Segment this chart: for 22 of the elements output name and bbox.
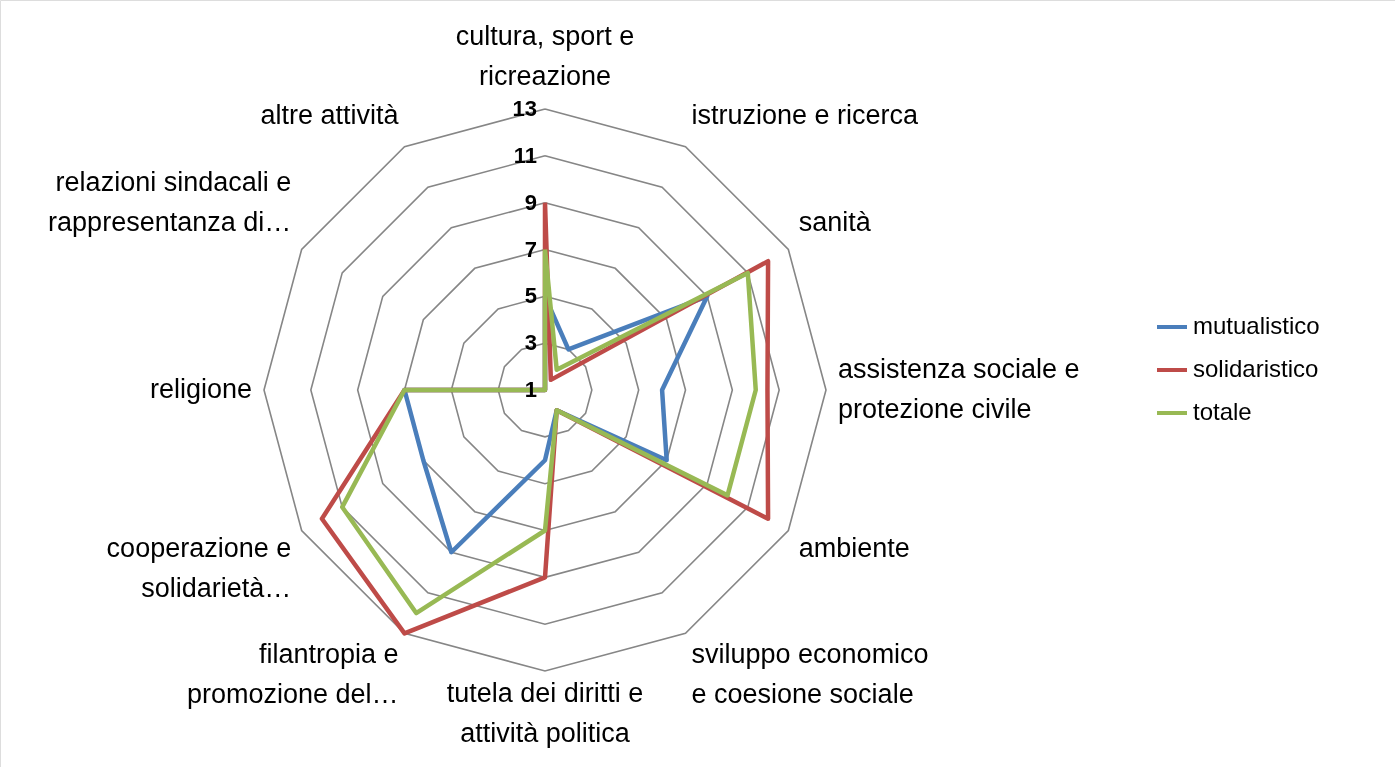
spoke-label: assistenza sociale e protezione civile <box>838 354 1080 424</box>
y-tick-label: 13 <box>512 96 537 121</box>
spoke-label: istruzione e ricerca <box>691 99 920 130</box>
spoke-label: tutela dei diritti e attività politica <box>446 678 644 748</box>
spoke-label: sviluppo economico e coesione sociale <box>691 639 929 710</box>
legend-label: totale <box>1193 398 1252 425</box>
y-tick-label: 7 <box>524 236 537 262</box>
y-tick-label: 3 <box>524 330 537 356</box>
spoke-label: ambiente <box>798 532 910 563</box>
y-tick-label: 5 <box>524 283 537 309</box>
legend-label: solidaristico <box>1193 355 1319 382</box>
legend-label: mutualistico <box>1193 312 1320 339</box>
spoke-label: religione <box>149 374 252 404</box>
y-tick-label: 1 <box>524 377 537 402</box>
spoke-label: cooperazione e solidarietà… <box>106 532 292 603</box>
spoke-label: cultura, sport e ricreazione <box>455 21 635 91</box>
spoke-label: filantropia e promozione del… <box>186 639 399 710</box>
spoke-label: relazioni sindacali e rappresentanza di… <box>48 166 292 237</box>
y-tick-label: 11 <box>513 142 537 168</box>
y-tick-label: 9 <box>524 189 537 215</box>
spoke-label: sanità <box>798 206 872 237</box>
spoke-label: altre attività <box>260 99 400 130</box>
